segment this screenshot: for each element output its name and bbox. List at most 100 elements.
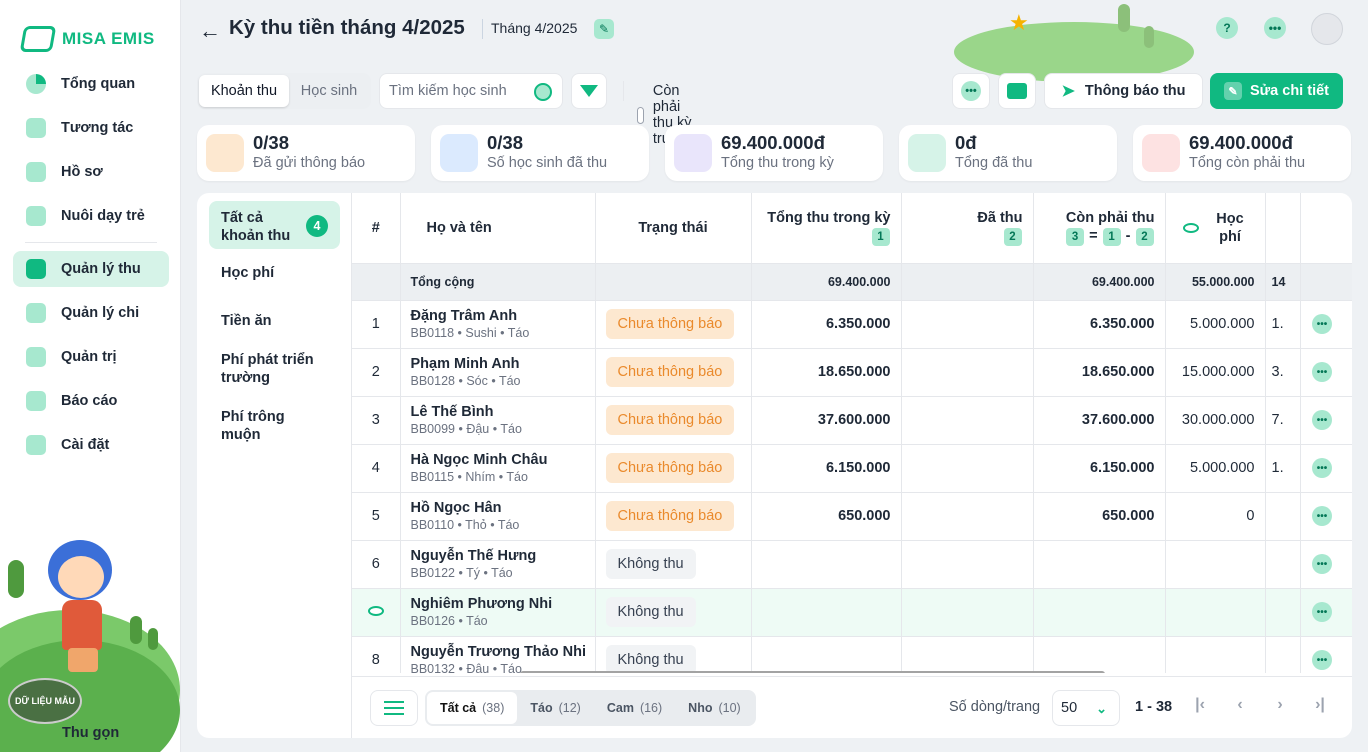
edit-detail-button[interactable]: ✎ Sửa chi tiết	[1210, 73, 1343, 109]
first-page-icon[interactable]: |‹	[1195, 696, 1205, 713]
more-actions-button[interactable]: •••	[952, 73, 990, 109]
student-cell[interactable]: Hồ Ngọc Hân BB0110 • Thỏ • Táo	[400, 492, 596, 541]
group-count: (12)	[558, 701, 581, 715]
rows-per-page-select[interactable]: 50 ⌄	[1052, 690, 1120, 726]
logo[interactable]: MISA EMIS	[19, 26, 155, 52]
totals-remaining: 69.400.000	[1033, 263, 1166, 301]
student-name[interactable]: Nguyễn Trương Thảo Nhi	[410, 644, 586, 660]
sidebar-item-reports[interactable]: Báo cáo	[13, 383, 169, 419]
prev-page-icon[interactable]: ‹	[1237, 696, 1243, 713]
row-more-icon[interactable]: •••	[1312, 458, 1332, 478]
horizontal-scrollbar[interactable]	[520, 671, 1105, 673]
category-tuition[interactable]: Học phí	[221, 265, 275, 281]
category-all[interactable]: Tất cả khoản thu 4	[209, 201, 340, 249]
category-development-fee[interactable]: Phí phát triển trường	[221, 352, 314, 386]
sidebar-item-label: Báo cáo	[61, 393, 118, 409]
student-name[interactable]: Nguyễn Thế Hưng	[410, 548, 537, 564]
remaining-cell	[1033, 540, 1166, 589]
student-name[interactable]: Hà Ngọc Minh Châu	[410, 452, 548, 468]
sidebar-nav: Tổng quan Tương tác Hồ sơ Nuôi dạy trẻ Q…	[13, 66, 169, 471]
row-more-icon[interactable]: •••	[1312, 362, 1332, 382]
category-late-fee[interactable]: Phí trông muộn	[221, 409, 285, 443]
print-button[interactable]	[998, 73, 1036, 109]
sidebar-item-records[interactable]: Hồ sơ	[13, 154, 169, 190]
table-row[interactable]: 4 Hà Ngọc Minh Châu BB0115 • Nhím • Táo Chư…	[352, 444, 1352, 493]
student-meta: BB0115 • Nhím • Táo	[411, 469, 595, 485]
student-cell[interactable]: Nguyễn Trương Thảo Nhi BB0132 • Đậu • Táo	[400, 636, 596, 673]
decoration-hill	[954, 22, 1194, 82]
collapse-button[interactable]: Thu gọn	[62, 725, 120, 741]
edit-period-icon[interactable]: ✎	[594, 19, 614, 39]
student-cell[interactable]: Hà Ngọc Minh Châu BB0115 • Nhím • Táo	[400, 444, 596, 493]
student-cell[interactable]: Nguyễn Thế Hưng BB0122 • Tý • Táo	[400, 540, 596, 589]
row-more-icon[interactable]: •••	[1312, 506, 1332, 526]
col-header-tuition-label: Học phí	[1216, 210, 1244, 245]
table-row[interactable]: Nghiêm Phương Nhi BB0126 • Táo Không thu	[352, 588, 1352, 637]
last-page-icon[interactable]: ›|	[1315, 696, 1325, 713]
table-row[interactable]: 5 Hồ Ngọc Hân BB0110 • Thỏ • Táo Chưa thông…	[352, 492, 1352, 541]
category-meals[interactable]: Tiền ăn	[221, 313, 272, 329]
group-tab-tao[interactable]: Táo (12)	[517, 692, 593, 724]
sidebar-item-settings[interactable]: Cài đặt	[13, 427, 169, 463]
student-name[interactable]: Hồ Ngọc Hân	[410, 500, 502, 516]
avatar[interactable]	[1311, 13, 1343, 45]
filter-button[interactable]	[571, 73, 607, 109]
help-icon[interactable]: ?	[1216, 17, 1238, 39]
row-more-icon[interactable]: •••	[1312, 602, 1332, 622]
category-list: Tất cả khoản thu 4 Học phí Tiền ăn Phí p…	[197, 193, 352, 738]
sidebar-item-interaction[interactable]: Tương tác	[13, 110, 169, 146]
student-name[interactable]: Đặng Trâm Anh	[410, 308, 518, 324]
menu-button[interactable]	[370, 690, 418, 726]
group-tab-cam[interactable]: Cam (16)	[594, 692, 675, 724]
table-row[interactable]: 1 Đặng Trâm Anh BB0118 • Sushi • Táo Chưa t…	[352, 300, 1352, 349]
rows-per-page-label: Số dòng/trang	[949, 699, 1041, 715]
more-icon[interactable]: •••	[1264, 17, 1286, 39]
sidebar-item-admin[interactable]: Quản trị	[13, 339, 169, 375]
student-name[interactable]: Lê Thế Bình	[410, 404, 494, 420]
tab-revenue-items[interactable]: Khoản thu	[199, 75, 289, 107]
eye-icon[interactable]	[367, 606, 384, 616]
status-badge: Chưa thông báo	[605, 357, 735, 387]
group-tab-all[interactable]: Tất cả (38)	[427, 692, 518, 724]
col-header-tuition: Học phí	[1165, 193, 1266, 264]
student-cell[interactable]: Nghiêm Phương Nhi BB0126 • Táo	[400, 588, 596, 637]
tab-students[interactable]: Học sinh	[300, 83, 358, 99]
eye-icon[interactable]	[1183, 222, 1199, 233]
table-header-row: # Họ và tên Trạng thái Tổng thu trong kỳ…	[352, 193, 1352, 264]
table-row[interactable]: 3 Lê Thế Bình BB0099 • Đậu • Táo Chưa thông…	[352, 396, 1352, 445]
table-row[interactable]: 8 Nguyễn Trương Thảo Nhi BB0132 • Đậu • Tá…	[352, 636, 1352, 673]
group-tab-nho[interactable]: Nho (10)	[675, 692, 754, 724]
search-icon[interactable]	[534, 83, 552, 101]
checkbox[interactable]	[637, 106, 644, 124]
sidebar-item-revenue[interactable]: Quản lý thu	[13, 251, 169, 287]
sidebar-item-overview[interactable]: Tổng quan	[13, 66, 169, 102]
sidebar-item-expense[interactable]: Quản lý chi	[13, 295, 169, 331]
sidebar-item-label: Hồ sơ	[61, 164, 103, 180]
bar-chart-icon	[26, 391, 46, 411]
student-tag: Táo	[497, 518, 520, 532]
table-row[interactable]: 6 Nguyễn Thế Hưng BB0122 • Tý • Táo Không t…	[352, 540, 1352, 589]
sidebar-item-childcare[interactable]: Nuôi dạy trẻ	[13, 198, 169, 234]
search-input[interactable]	[389, 83, 529, 99]
table-row[interactable]: 2 Phạm Minh Anh BB0128 • Sóc • Táo Chưa thô…	[352, 348, 1352, 397]
tuition-cell: 5.000.000	[1165, 444, 1266, 493]
student-cell[interactable]: Đặng Trâm Anh BB0118 • Sushi • Táo	[400, 300, 596, 349]
stat-value: 0/38	[487, 132, 524, 153]
notify-button[interactable]: ➤ Thông báo thu	[1044, 73, 1203, 109]
stat-value: 0/38	[253, 132, 290, 153]
row-more-icon[interactable]: •••	[1312, 650, 1332, 670]
status-cell: Chưa thông báo	[595, 348, 752, 397]
filter-icon	[580, 85, 598, 97]
row-more-icon[interactable]: •••	[1312, 314, 1332, 334]
student-cell[interactable]: Lê Thế Bình BB0099 • Đậu • Táo	[400, 396, 596, 445]
row-more-icon[interactable]: •••	[1312, 554, 1332, 574]
back-arrow-icon[interactable]: ←	[199, 18, 221, 43]
student-cell[interactable]: Phạm Minh Anh BB0128 • Sóc • Táo	[400, 348, 596, 397]
dot-separator: •	[454, 566, 467, 580]
row-more-icon[interactable]: •••	[1312, 410, 1332, 430]
student-name[interactable]: Nghiêm Phương Nhi	[410, 596, 553, 612]
next-page-icon[interactable]: ›	[1277, 696, 1283, 713]
student-meta: BB0126 • Táo	[411, 613, 595, 629]
student-name[interactable]: Phạm Minh Anh	[410, 356, 520, 372]
status-cell: Không thu	[595, 540, 752, 589]
